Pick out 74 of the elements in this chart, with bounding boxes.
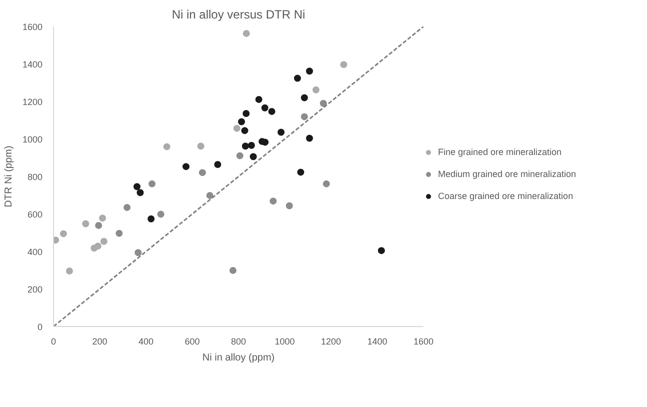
y-tick-label: 200 (27, 284, 43, 294)
y-tick-label: 800 (27, 172, 43, 182)
point (233, 124, 240, 132)
point (242, 110, 250, 117)
point (255, 96, 262, 103)
point (60, 230, 67, 238)
x-tick-label: 400 (138, 336, 154, 346)
point (261, 104, 268, 112)
legend-label: Coarse grained ore mineralization (438, 191, 574, 201)
point (229, 266, 236, 274)
x-tick-label: 1200 (320, 336, 342, 346)
point (312, 86, 320, 94)
point (300, 113, 308, 120)
point (306, 68, 313, 75)
point (340, 61, 348, 68)
point (320, 100, 327, 107)
point (262, 138, 269, 146)
point (148, 215, 155, 222)
point (99, 214, 106, 222)
point (197, 142, 204, 150)
point (250, 153, 257, 160)
point (134, 249, 142, 256)
y-tick-label: 1000 (22, 134, 43, 144)
y-axis-title: DTR Ni (ppm) (3, 146, 14, 208)
x-tick-label: 0 (50, 336, 56, 346)
x-axis-title: Ni in alloy (ppm) (202, 352, 275, 364)
point (306, 134, 313, 142)
y-tick-label: 400 (27, 247, 43, 257)
point (278, 128, 285, 136)
point (248, 142, 255, 149)
point (54, 236, 60, 244)
point (286, 202, 293, 210)
point (94, 242, 102, 250)
x-tick-label: 1600 (413, 336, 434, 346)
x-tick-label: 1000 (274, 336, 295, 346)
y-tick-label: 1400 (22, 60, 43, 70)
point (66, 268, 73, 274)
point (206, 192, 214, 199)
point (133, 183, 140, 190)
x-tick-label: 800 (230, 336, 246, 346)
point (242, 142, 249, 150)
chart-title: Ni in alloy versus DTR Ni (172, 8, 306, 22)
point (95, 222, 102, 229)
x-tick-label: 1400 (367, 336, 388, 346)
point (198, 169, 206, 176)
point (236, 152, 244, 160)
point (297, 168, 304, 176)
point (82, 220, 90, 228)
point (124, 204, 131, 211)
point (300, 94, 308, 102)
point (238, 118, 246, 126)
point (157, 210, 164, 218)
y-tick-label: 600 (27, 210, 43, 220)
point (241, 127, 248, 134)
point (163, 143, 170, 150)
point (100, 238, 108, 245)
point (116, 230, 123, 237)
y-tick-label: 1200 (22, 97, 43, 107)
x-tick-label: 200 (92, 336, 108, 346)
point (378, 247, 385, 254)
point (148, 180, 156, 188)
x-tick-label: 600 (184, 336, 200, 346)
point (214, 161, 222, 168)
legend-label: Fine grained ore mineralization (438, 147, 562, 157)
point (242, 30, 250, 37)
point (270, 198, 277, 205)
point (322, 180, 330, 188)
legend-label: Medium grained ore mineralization (438, 169, 576, 179)
point (182, 163, 190, 170)
point (294, 74, 301, 82)
point (268, 108, 276, 115)
point (136, 189, 144, 196)
y-tick-label: 1600 (22, 22, 43, 32)
y-tick-label: 0 (37, 322, 43, 332)
